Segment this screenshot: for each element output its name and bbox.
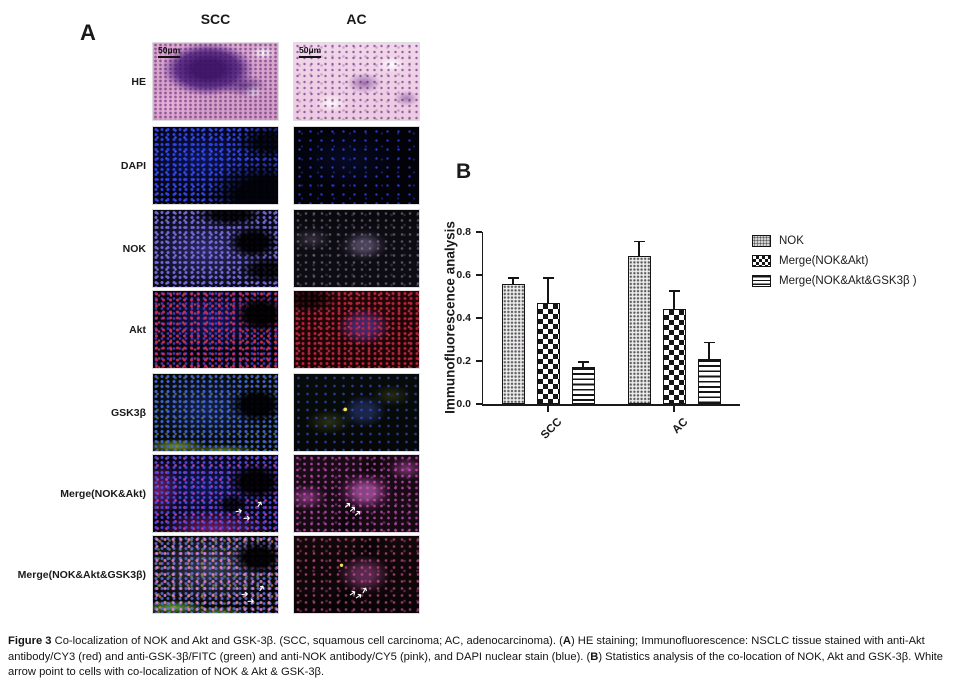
y-tick-label: 0.6 bbox=[456, 268, 471, 281]
y-tick-label: 0.2 bbox=[456, 354, 471, 367]
figure-caption: Figure 3 Co-localization of NOK and Akt … bbox=[8, 634, 954, 681]
row-label-merge-nok-akt: Merge(NOK&Akt) bbox=[60, 487, 146, 500]
scale-bar: 50μm bbox=[299, 46, 322, 58]
micrograph-akt-ac bbox=[293, 290, 420, 369]
error-bar bbox=[512, 277, 514, 286]
category-label-ac: AC bbox=[670, 416, 691, 437]
micrograph-gsk3-ac bbox=[293, 373, 420, 452]
x-axis-line bbox=[481, 404, 740, 406]
y-tick bbox=[476, 360, 482, 362]
row-label-he: HE bbox=[131, 75, 146, 88]
colocalization-arrow-icon: ➜ bbox=[242, 512, 251, 524]
x-tick bbox=[547, 406, 549, 412]
bar-nok-ac bbox=[627, 255, 651, 404]
error-bar-cap bbox=[633, 240, 645, 243]
micrograph-gsk3-scc bbox=[152, 373, 279, 452]
caption-text-1: Co-localization of NOK and Akt and GSK-3… bbox=[51, 635, 563, 647]
micrograph-dapi-scc bbox=[152, 126, 279, 205]
y-tick-label: 0.0 bbox=[456, 397, 471, 410]
panel-b-label: B bbox=[456, 160, 472, 183]
legend-swatch-dots-icon bbox=[752, 235, 771, 247]
micrograph-akt-scc bbox=[152, 290, 279, 369]
error-bar bbox=[582, 361, 584, 370]
legend-item-merge-nok-akt: Merge(NOK&Akt) bbox=[752, 251, 917, 271]
row-label-gsk3: GSK3β bbox=[110, 406, 146, 419]
row-label-nok: NOK bbox=[122, 242, 146, 255]
colocalization-arrow-icon: ➜ bbox=[253, 498, 266, 511]
caption-figure-label: Figure 3 bbox=[8, 635, 52, 647]
bar-nok-scc bbox=[501, 283, 525, 404]
legend-swatch-hlines-icon bbox=[752, 275, 771, 287]
y-tick bbox=[476, 231, 482, 233]
row-label-merge-nok-akt-gsk3: Merge(NOK&Akt&GSK3β) bbox=[17, 568, 146, 581]
category-label-scc: SCC bbox=[538, 416, 565, 442]
scale-bar: 50μm bbox=[158, 46, 181, 58]
micrograph-nok-ac bbox=[293, 209, 420, 288]
x-tick bbox=[673, 406, 675, 412]
micrograph-merge-nok-akt-scc: ➜ ➜ ➜ bbox=[152, 454, 279, 533]
error-bar-cap bbox=[542, 277, 554, 279]
panel-a: A SCC AC HE 50μm 50μm DAPI NOK Akt GSK3β Merge(… bbox=[0, 0, 440, 625]
error-bar bbox=[547, 277, 549, 305]
caption-text-2: ) HE staining; Immunofluorescence: NSCLC… bbox=[8, 635, 925, 663]
caption-bold-a: A bbox=[562, 635, 571, 647]
micrograph-nok-scc bbox=[152, 209, 279, 288]
y-tick-label: 0.8 bbox=[456, 225, 471, 238]
colocalization-arrow-icon: ➜ bbox=[246, 595, 255, 607]
caption-text-3: ) Statistics analysis of the co-location… bbox=[8, 650, 944, 679]
row-label-dapi: DAPI bbox=[120, 159, 146, 172]
y-axis-line bbox=[481, 232, 484, 406]
error-bar-cap bbox=[577, 361, 589, 363]
micrograph-dapi-ac bbox=[293, 126, 420, 205]
bar-merge-nok-akt-ac bbox=[662, 309, 686, 404]
row-label-akt: Akt bbox=[129, 323, 146, 336]
column-header-scc: SCC bbox=[200, 11, 231, 27]
legend-item-nok: NOK bbox=[752, 231, 917, 251]
y-tick-label: 0.4 bbox=[456, 311, 471, 324]
error-bar-cap bbox=[703, 341, 715, 344]
legend-label: Merge(NOK&Akt) bbox=[779, 255, 869, 267]
bar-merge-nok-akt-gsk3-ac bbox=[697, 358, 721, 404]
y-tick bbox=[476, 274, 482, 276]
micrograph-he-ac: 50μm bbox=[293, 42, 420, 121]
column-header-ac: AC bbox=[346, 11, 367, 27]
bar-merge-nok-akt-scc bbox=[536, 302, 560, 404]
bar-merge-nok-akt-gsk3-scc bbox=[571, 367, 595, 404]
error-bar bbox=[673, 290, 675, 312]
legend-label: NOK bbox=[779, 235, 804, 247]
legend-item-merge-nok-akt-gsk3: Merge(NOK&Akt&GSK3β ) bbox=[752, 271, 917, 291]
colocalization-arrow-icon: ➜ bbox=[351, 506, 364, 520]
y-tick bbox=[476, 317, 482, 319]
micrograph-he-scc: 50μm bbox=[152, 42, 279, 121]
colocalization-arrow-icon: ➜ bbox=[255, 582, 268, 595]
panel-a-label: A bbox=[80, 20, 96, 45]
legend-swatch-checker-icon bbox=[752, 255, 771, 267]
chart-legend: NOK Merge(NOK&Akt) Merge(NOK&Akt&GSK3β ) bbox=[752, 231, 917, 291]
legend-label: Merge(NOK&Akt&GSK3β ) bbox=[779, 275, 917, 287]
y-tick bbox=[476, 403, 482, 405]
micrograph-merge-nok-akt-ac: ➜ ➜ ➜ bbox=[293, 454, 420, 533]
error-bar bbox=[708, 341, 710, 361]
bar-chart: Immunofluorescence analysis NOK Merge(NOK… bbox=[435, 160, 955, 460]
micrograph-merge-nok-akt-gsk3-ac: ➜ ➜ ➜ bbox=[293, 535, 420, 614]
error-bar-cap bbox=[668, 290, 680, 292]
error-bar bbox=[638, 240, 640, 258]
micrograph-merge-nok-akt-gsk3-scc: ➜ ➜ ➜ bbox=[152, 535, 279, 614]
error-bar-cap bbox=[507, 277, 519, 279]
caption-bold-b: B bbox=[590, 650, 599, 663]
